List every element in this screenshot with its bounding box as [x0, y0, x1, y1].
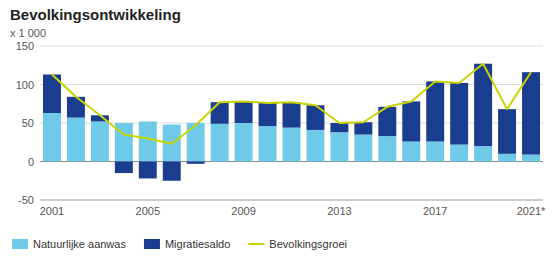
bar [139, 162, 157, 179]
bar [474, 146, 492, 161]
bar [163, 162, 181, 181]
bar [498, 109, 516, 154]
line [52, 64, 531, 144]
x-tick-label: 2009 [231, 205, 255, 217]
bar [67, 97, 85, 118]
bar [426, 141, 444, 161]
y-axis: -50 0 50 100 150 [16, 40, 543, 206]
y-tick-label: 50 [22, 117, 34, 129]
bar [91, 121, 109, 161]
bar [235, 123, 253, 162]
bar [522, 155, 540, 162]
bar [283, 102, 301, 127]
bar [43, 113, 61, 162]
grid-line [40, 200, 543, 201]
bar [187, 123, 205, 162]
bar [522, 72, 540, 154]
bar [498, 154, 516, 162]
bar [211, 102, 229, 124]
bar [115, 162, 133, 174]
legend-swatch [248, 243, 264, 245]
x-tick-label: 2017 [423, 205, 447, 217]
title: Bevolkingsontwikkeling [10, 6, 181, 23]
x-tick-label: 2013 [327, 205, 351, 217]
x-tick-label: 2001 [40, 205, 64, 217]
bar [187, 162, 205, 164]
legend-entry: Bevolkingsgroei [269, 238, 347, 250]
bar [306, 130, 324, 162]
chart: Bevolkingsontwikkeling x 1 000 -50 0 50 100 15… [0, 0, 555, 262]
page: {"chart_data": { "type": "bar", "title":… [0, 0, 555, 262]
bar [283, 128, 301, 162]
bar [450, 145, 468, 162]
bar [330, 132, 348, 161]
y-tick-label: 100 [16, 79, 34, 91]
y-tick-label: 0 [28, 156, 34, 168]
legend-entry: Natuurlijke aanwas [33, 238, 126, 250]
bar [378, 136, 396, 161]
legend: Natuurlijke aanwas Migratiesaldo Bevolking… [12, 238, 347, 250]
bar [402, 141, 420, 161]
plot-area [43, 64, 540, 181]
bar [259, 103, 277, 126]
bar [330, 123, 348, 132]
legend-swatch [12, 239, 28, 249]
bar [235, 101, 253, 123]
bar [211, 124, 229, 162]
bar [402, 101, 420, 141]
legend-entry: Migratiesaldo [165, 238, 230, 250]
y-tick-label: -50 [18, 194, 34, 206]
bar [354, 135, 372, 162]
y-axis-label: x 1 000 [10, 27, 46, 39]
bar [354, 122, 372, 134]
x-axis: 2001 2005 2009 2013 2017 2021* [40, 200, 546, 217]
legend-swatch [144, 239, 160, 249]
bar [139, 121, 157, 161]
x-axis-line [40, 200, 543, 201]
grid-line [40, 46, 543, 47]
bar [450, 83, 468, 145]
bar [426, 81, 444, 141]
bar [67, 118, 85, 162]
x-tick-label: 2021* [517, 205, 546, 217]
bar [259, 126, 277, 161]
x-tick-label: 2005 [136, 205, 160, 217]
y-tick-label: 150 [16, 40, 34, 52]
